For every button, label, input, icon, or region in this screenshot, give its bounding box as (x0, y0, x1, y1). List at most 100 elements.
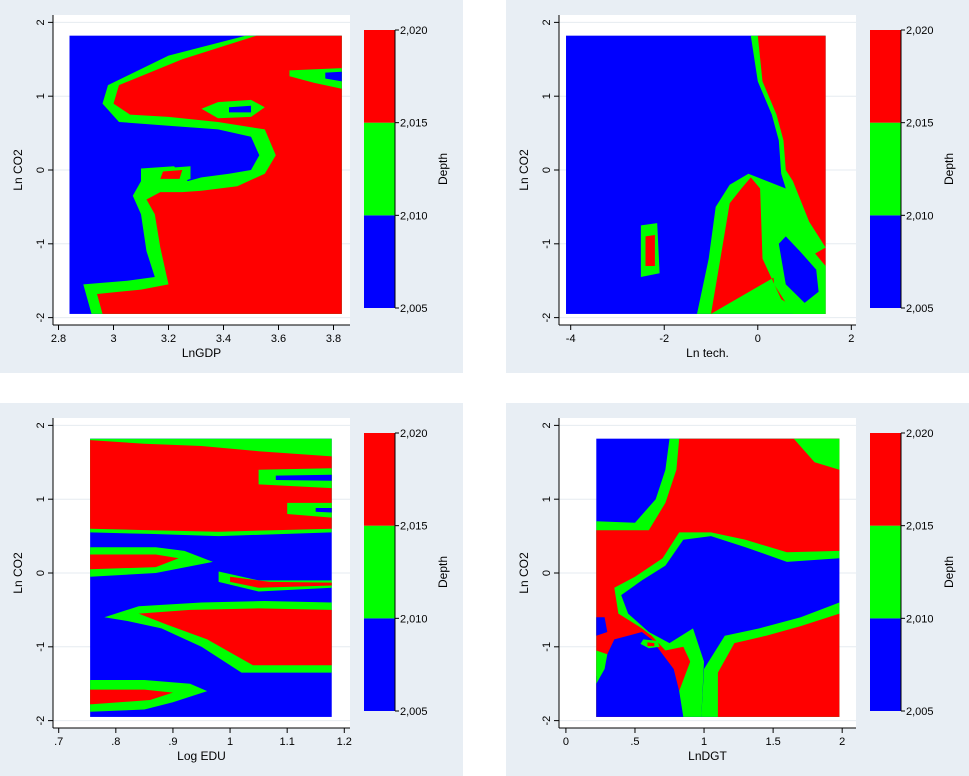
contour-band-1 (711, 35, 826, 314)
legend-title: Depth (436, 556, 450, 588)
y-tick-label-1: 1 (541, 496, 553, 502)
legend-tick-label-2: 2,015 (906, 521, 934, 533)
x-tick-label-7: .7 (54, 736, 63, 748)
x-tick-label-1-5: 1.5 (765, 736, 780, 748)
panel-log-edu: .7 .8 .9 1 1.1 1.2 -2 -1 0 1 2 Log EDU Ln CO2 2,005 2,… (0, 403, 463, 776)
x-tick-label-2: 2 (848, 333, 854, 345)
legend-band-1 (870, 525, 901, 619)
legend-band-0 (870, 215, 901, 308)
x-tick-label-1-1: 1.1 (280, 736, 295, 748)
x-tick-label-1: 1 (227, 736, 233, 748)
x-tick-label-2: -2 (659, 333, 669, 345)
contour-band-13 (90, 689, 173, 705)
contour-band-9 (647, 642, 655, 647)
y-tick-label-0: 0 (541, 570, 553, 576)
contour-band-4 (596, 650, 608, 684)
legend-band-0 (364, 215, 395, 308)
y-tick-label-1: -1 (35, 239, 47, 249)
legend-band-0 (364, 618, 395, 711)
legend-tick-label-2: 2,015 (400, 118, 428, 130)
x-tick-label-5: .5 (630, 736, 639, 748)
contour-band-7 (717, 613, 840, 717)
panel-lndgt: 0 .5 1 1.5 2 -2 -1 0 1 2 LnDGT Ln CO2 2,005 2,010 2,01… (506, 403, 969, 776)
legend-tick-label-2: 2,015 (400, 521, 428, 533)
y-tick-label-1: 1 (541, 93, 553, 99)
legend-title: Depth (942, 153, 956, 185)
y-tick-label-0: 0 (541, 167, 553, 173)
contour-band-5 (229, 105, 251, 113)
y-tick-label-2: 2 (541, 19, 553, 25)
x-tick-label-0: 0 (755, 333, 761, 345)
y-axis-title: Ln CO2 (517, 552, 531, 594)
legend-tick-label-0: 2,005 (906, 706, 934, 718)
contour-band-5 (645, 235, 655, 266)
y-axis-title: Ln CO2 (11, 149, 25, 191)
y-tick-label-2: 2 (35, 422, 47, 428)
legend-tick-label-2: 2,015 (906, 118, 934, 130)
y-tick-label-2: -2 (35, 313, 47, 323)
contour-band-5 (315, 508, 332, 513)
x-axis-title: Log EDU (177, 749, 226, 763)
legend-band-2 (870, 30, 901, 123)
x-tick-label-1-2: 1.2 (337, 736, 352, 748)
contour-band-7 (325, 71, 342, 82)
y-tick-label-1: 1 (35, 496, 47, 502)
contour-band-2 (793, 438, 840, 470)
x-tick-label-8: .8 (111, 736, 120, 748)
y-tick-label-0: 0 (35, 167, 47, 173)
legend-tick-label-0: 2,005 (906, 303, 934, 315)
panel-lngdp: 2.8 3 3.2 3.4 3.6 3.8 -2 -1 0 1 2 LnGDP Ln CO2 2,005 2… (0, 0, 463, 373)
y-tick-label-2: -2 (541, 716, 553, 726)
contour-band-3 (275, 474, 332, 481)
contour-band-1 (90, 440, 332, 532)
legend-tick-label-1: 2,010 (906, 613, 934, 625)
legend-tick-label-1: 2,010 (906, 210, 934, 222)
y-tick-label-2: 2 (541, 422, 553, 428)
x-tick-label-3-2: 3.2 (161, 333, 176, 345)
y-tick-label-2: 2 (35, 19, 47, 25)
legend-title: Depth (942, 556, 956, 588)
legend-tick-label-3: 2,020 (400, 428, 428, 440)
x-axis-title: LnDGT (688, 749, 727, 763)
x-axis-title: LnGDP (182, 346, 221, 360)
y-tick-label-1: -1 (541, 642, 553, 652)
legend-tick-label-3: 2,020 (400, 25, 428, 37)
legend-tick-label-3: 2,020 (906, 428, 934, 440)
y-tick-label-2: -2 (35, 716, 47, 726)
legend-band-2 (364, 433, 395, 526)
x-tick-label-3-8: 3.8 (326, 333, 341, 345)
contour-band-9 (230, 576, 332, 588)
contour-band-8 (218, 571, 332, 592)
legend-tick-label-1: 2,010 (400, 613, 428, 625)
y-tick-label-0: 0 (35, 570, 47, 576)
x-tick-label-9: .9 (168, 736, 177, 748)
contour-band-3 (778, 236, 819, 303)
legend-band-1 (364, 122, 395, 216)
contour-band-5 (596, 617, 608, 636)
legend-title: Depth (436, 153, 450, 185)
legend-band-1 (364, 525, 395, 619)
x-tick-label-2-8: 2.8 (51, 333, 66, 345)
contour-band-3 (160, 170, 183, 179)
y-tick-label-1: 1 (35, 93, 47, 99)
contour-band-11 (138, 608, 332, 666)
x-tick-label-2: 2 (839, 736, 845, 748)
y-tick-label-1: -1 (541, 239, 553, 249)
legend-tick-label-0: 2,005 (400, 303, 428, 315)
x-tick-label-3-4: 3.4 (216, 333, 231, 345)
legend-tick-label-0: 2,005 (400, 706, 428, 718)
y-tick-label-1: -1 (35, 642, 47, 652)
x-tick-label-3-6: 3.6 (271, 333, 286, 345)
x-tick-label-0: 0 (563, 736, 569, 748)
y-tick-label-2: -2 (541, 313, 553, 323)
legend-band-2 (870, 433, 901, 526)
legend-tick-label-3: 2,020 (906, 25, 934, 37)
contour-band-7 (90, 554, 179, 570)
contour-band-4 (287, 502, 332, 518)
x-axis-title: Ln tech. (686, 346, 729, 360)
panel-ln-tech: -4 -2 0 2 -2 -1 0 1 2 Ln tech. Ln CO2 2,005 2,010 2,0… (506, 0, 969, 373)
legend-band-2 (364, 30, 395, 123)
x-tick-label-1: 1 (701, 736, 707, 748)
x-tick-label-3: 3 (110, 333, 116, 345)
